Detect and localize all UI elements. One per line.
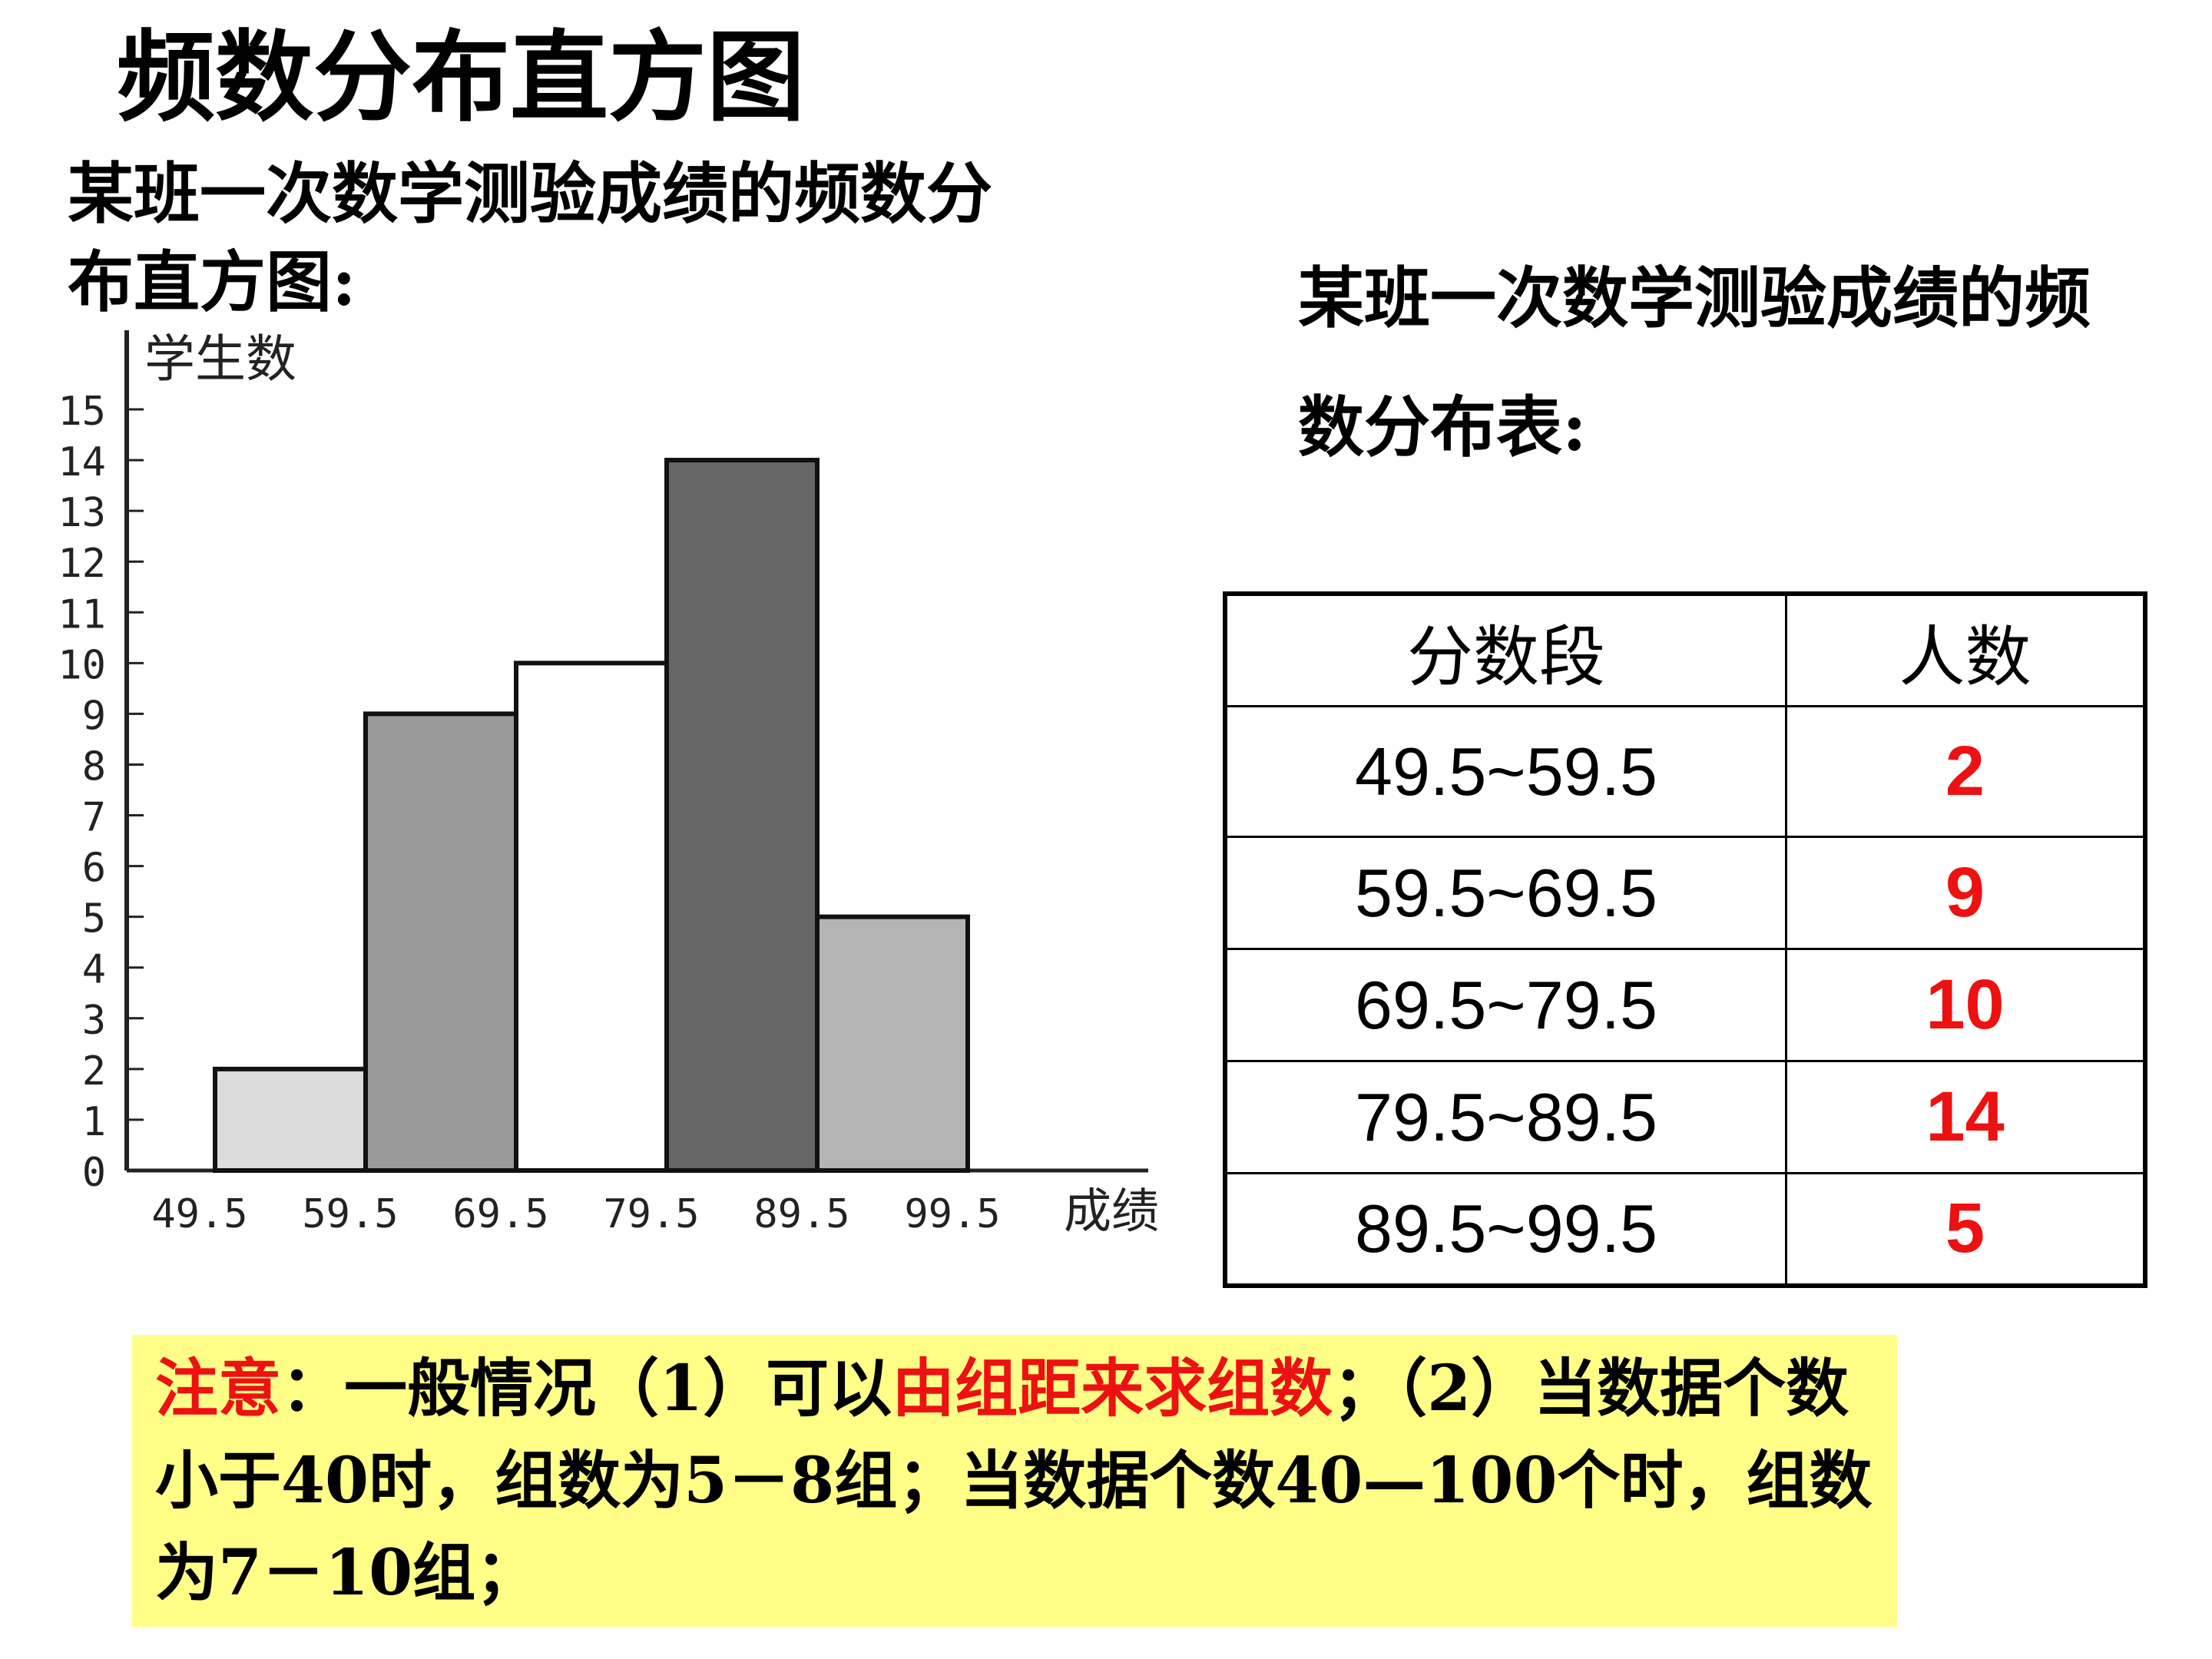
frequency-table: 分数段 人数 49.5~59.5 2 59.5~69.5 9 69.5~79.5…: [1223, 591, 2147, 1288]
histogram-bar: [514, 661, 669, 1173]
header-score-range: 分数段: [1224, 592, 1787, 707]
row-range: 49.5~59.5: [1224, 705, 1787, 838]
y-tick-label: 4: [82, 947, 106, 993]
x-tick-label: 99.5: [904, 1191, 1000, 1237]
histogram-caption: 某班一次数学测验成绩的频数分布直方图:: [68, 155, 992, 321]
table-row: 49.5~59.5 2: [1224, 705, 2147, 838]
row-count: 14: [1785, 1060, 2147, 1174]
table-row: 59.5~69.5 9: [1224, 836, 2147, 950]
note-text-2: ；（2）当数据个数小于40时，组数为5－8组；当数据个数40—100个时，组数为…: [155, 1352, 1873, 1610]
row-count: 10: [1785, 948, 2147, 1062]
note-label: 注意: [155, 1352, 282, 1426]
y-tick-label: 3: [82, 998, 106, 1044]
table-caption: 某班一次数学测验成绩的频数分布表:: [1298, 260, 2091, 466]
x-tick-label: 89.5: [753, 1191, 849, 1237]
x-tick-label: 79.5: [603, 1191, 699, 1237]
row-range: 79.5~89.5: [1224, 1060, 1787, 1174]
page-title: 频数分布直方图: [117, 20, 806, 135]
y-tick-label: 12: [58, 541, 106, 587]
y-tick-label: 6: [82, 846, 106, 892]
row-range: 59.5~69.5: [1224, 836, 1787, 950]
y-tick-label: 8: [82, 743, 106, 790]
histogram-bar: [213, 1066, 368, 1174]
row-count: 9: [1785, 836, 2147, 950]
note-box: 注意：一般情况（1）可以由组距来求组数；（2）当数据个数小于40时，组数为5－8…: [132, 1335, 1897, 1627]
y-tick-label: 9: [82, 693, 106, 739]
y-tick-label: 15: [58, 389, 106, 435]
y-axis-label: 学生数: [144, 329, 296, 389]
row-range: 69.5~79.5: [1224, 948, 1787, 1062]
x-tick-label: 69.5: [452, 1191, 548, 1237]
note-text-1: ：一般情况（1）可以: [281, 1352, 892, 1426]
y-tick-label: 5: [82, 896, 106, 942]
table-row: 89.5~99.5 5: [1224, 1172, 2147, 1286]
x-tick-labels: 49.5 59.5 69.5 79.5 89.5 99.5: [151, 1191, 1000, 1237]
histogram-bar: [363, 711, 518, 1173]
chart-bars: [213, 458, 970, 1174]
table-row: 79.5~89.5 14: [1224, 1060, 2147, 1174]
y-tick-label: 0: [82, 1150, 106, 1196]
y-tick-label: 11: [58, 591, 106, 637]
histogram-bar: [664, 458, 820, 1173]
row-range: 89.5~99.5: [1224, 1172, 1787, 1286]
histogram-bar: [815, 914, 970, 1173]
y-tick-label: 13: [58, 490, 106, 536]
x-axis-label: 成绩: [1064, 1183, 1159, 1239]
table-row: 69.5~79.5 10: [1224, 948, 2147, 1062]
table-header-row: 分数段 人数: [1224, 592, 2147, 707]
y-tick-label: 10: [58, 642, 106, 688]
y-tick-label: 14: [58, 439, 106, 485]
y-tick-label: 1: [82, 1099, 106, 1145]
row-count: 5: [1785, 1172, 2147, 1286]
note-highlight: 由组距来求组数: [892, 1352, 1333, 1426]
y-tick-label: 2: [82, 1048, 106, 1094]
row-count: 2: [1785, 705, 2147, 838]
y-tick-label: 7: [82, 795, 106, 841]
x-tick-label: 59.5: [302, 1191, 398, 1237]
header-count: 人数: [1785, 592, 2147, 707]
x-tick-label: 49.5: [151, 1191, 247, 1237]
